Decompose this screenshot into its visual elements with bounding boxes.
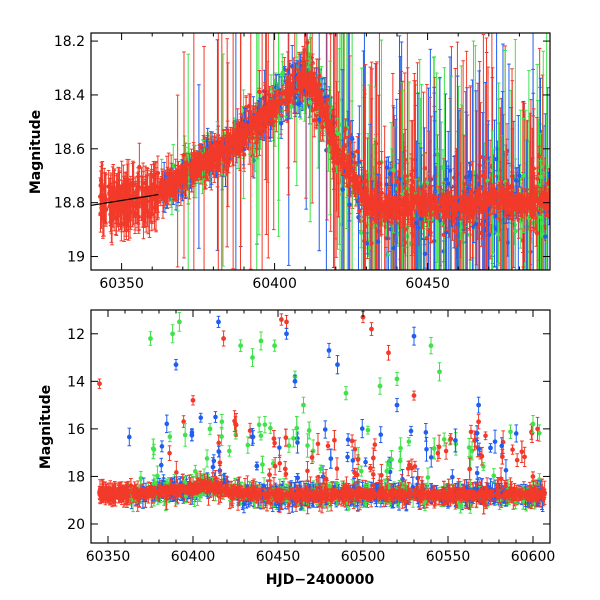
top-data-point-marker: [524, 224, 529, 229]
top-data-point-marker: [388, 227, 394, 232]
top-data-point-marker: [379, 190, 384, 196]
top-data-point-marker: [347, 202, 352, 207]
top-data-point-marker: [447, 168, 453, 173]
top-data-point-marker: [513, 178, 519, 183]
top-data-point-marker: [477, 163, 482, 168]
top-data-point-marker: [422, 166, 427, 171]
top-data-point-marker: [467, 232, 472, 237]
top-data-point-marker: [478, 154, 483, 160]
top-data-point-marker: [495, 232, 501, 237]
top-data-point-marker: [517, 173, 522, 179]
top-data-point: [216, 33, 221, 270]
top-data-point-marker: [257, 89, 262, 95]
top-data-points: [91, 33, 550, 270]
top-data-point-marker: [137, 164, 142, 170]
top-data-point-marker: [358, 230, 364, 235]
top-data-point-marker: [377, 161, 382, 166]
top-data-point: [524, 139, 529, 270]
top-data-point-marker: [513, 228, 518, 234]
top-data-point-marker: [385, 252, 390, 257]
